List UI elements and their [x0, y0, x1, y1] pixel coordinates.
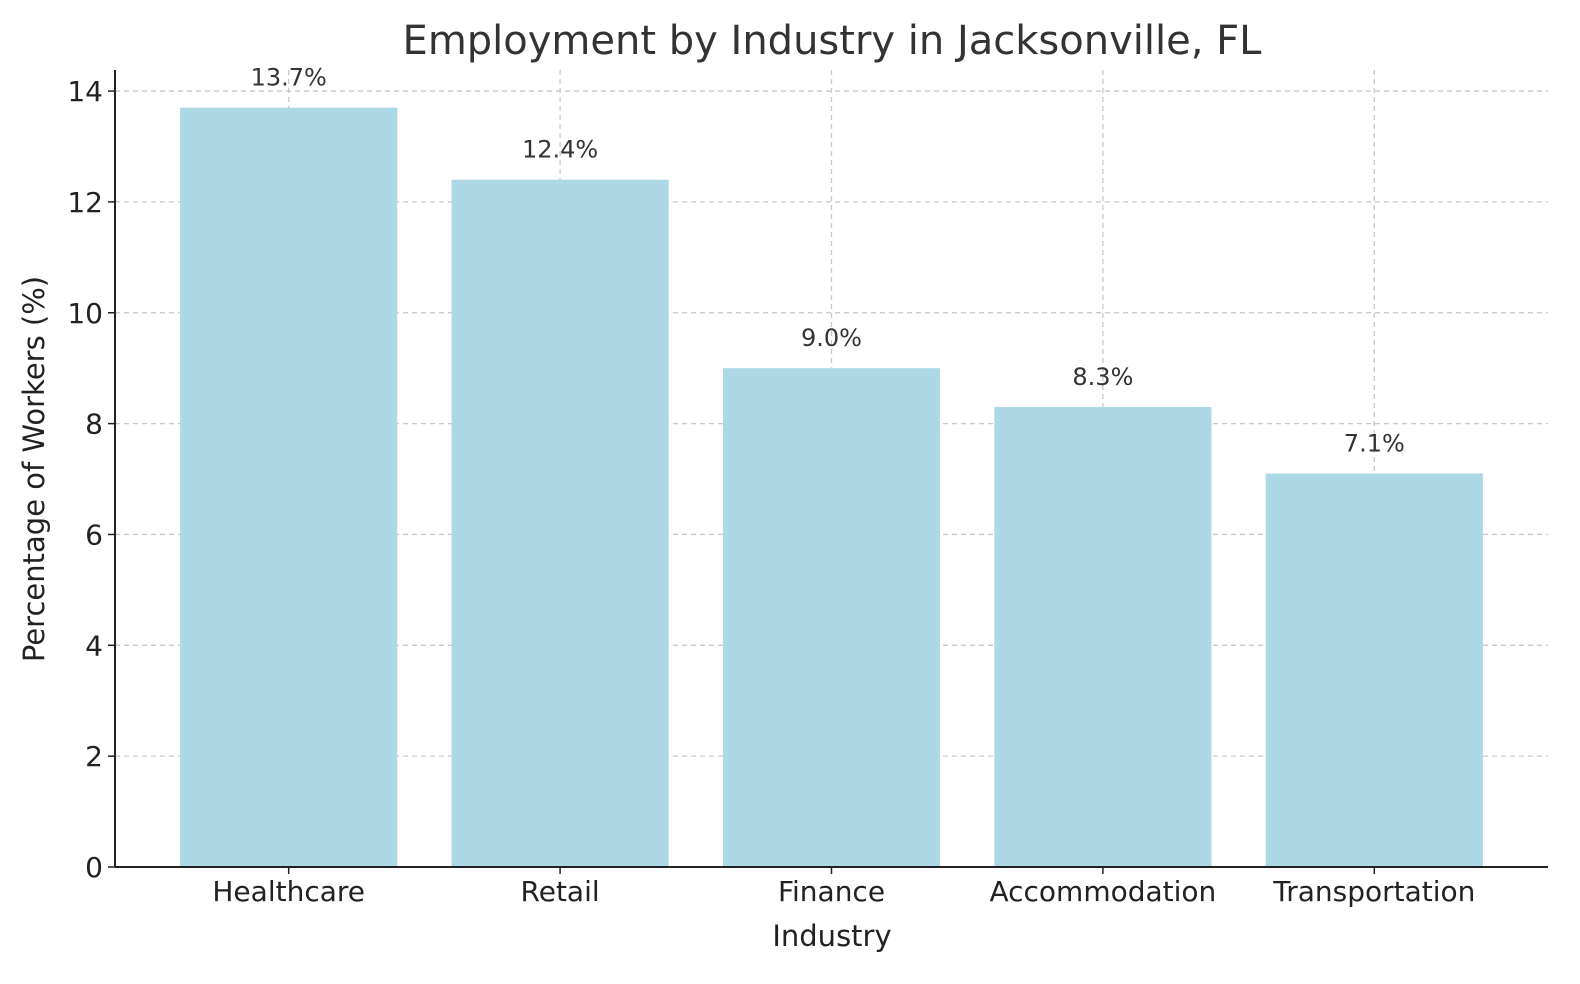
y-tick-label: 4 [85, 629, 103, 662]
y-tick-label: 0 [85, 851, 103, 884]
data-label: 13.7% [251, 64, 327, 92]
bar-healthcare [180, 107, 398, 867]
x-axis-label: Industry [772, 919, 891, 953]
bar-accommodation [994, 406, 1212, 867]
bar-retail [451, 179, 669, 867]
data-label: 8.3% [1072, 363, 1133, 391]
bar-finance [722, 368, 941, 867]
y-tick-label: 6 [85, 518, 103, 551]
y-tick-label: 2 [85, 740, 103, 773]
data-label: 9.0% [801, 324, 862, 352]
y-tick-label: 14 [67, 75, 103, 108]
x-tick-label: Retail [521, 875, 600, 908]
x-tick-label: Healthcare [212, 875, 365, 908]
data-labels: 13.7% 12.4% 9.0% 8.3% 7.1% [251, 64, 1405, 458]
x-tick-label: Accommodation [989, 875, 1216, 908]
bars [180, 107, 1483, 867]
y-tick-label: 10 [67, 297, 103, 330]
chart-title: Employment by Industry in Jacksonville, … [403, 18, 1263, 64]
axes: Healthcare Retail Finance Accommodation Tran… [67, 70, 1548, 908]
x-tick-label: Transportation [1272, 875, 1475, 908]
x-tick-label: Finance [778, 875, 885, 908]
data-label: 12.4% [522, 136, 598, 164]
data-label: 7.1% [1344, 429, 1405, 457]
y-axis-label: Percentage of Workers (%) [17, 276, 51, 662]
y-tick-label: 8 [85, 408, 103, 441]
bar-transportation [1265, 473, 1483, 867]
y-tick-label: 12 [67, 186, 103, 219]
